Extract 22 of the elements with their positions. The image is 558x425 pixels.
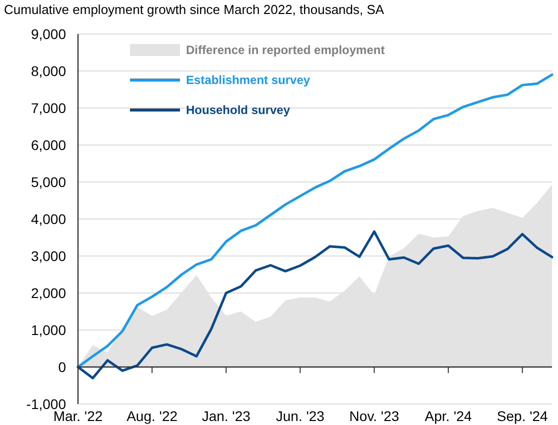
line-series <box>76 73 554 368</box>
legend-label: Difference in reported employment <box>186 43 385 58</box>
x-tick-label: Jan. '23 <box>202 408 251 424</box>
x-tick-label: Aug. '22 <box>126 408 178 424</box>
y-tick-label: 9,000 <box>30 26 66 42</box>
legend-label: Establishment survey <box>186 73 310 88</box>
x-tick-label: Apr. '24 <box>424 408 472 424</box>
y-tick-label: 1,000 <box>30 322 66 338</box>
y-tick-label: 7,000 <box>30 100 66 116</box>
y-tick-label: 5,000 <box>30 174 66 190</box>
line-series <box>76 230 554 380</box>
y-tick-label: 2,000 <box>30 284 66 301</box>
y-tick-label: 4,000 <box>30 210 66 227</box>
y-tick-label: 0 <box>58 358 66 375</box>
chart-title: Cumulative employment growth since March 2022, thousands, SA <box>4 2 384 17</box>
x-tick-label: Sep. '24 <box>496 408 548 424</box>
y-tick-label: 3,000 <box>30 248 66 264</box>
y-tick-label: 8,000 <box>30 62 66 79</box>
y-tick-label: 6,000 <box>30 136 66 153</box>
x-tick-label: Nov. '23 <box>349 408 400 424</box>
x-tick-label: Jun. '23 <box>276 408 325 424</box>
legend-label: Household survey <box>186 103 290 118</box>
